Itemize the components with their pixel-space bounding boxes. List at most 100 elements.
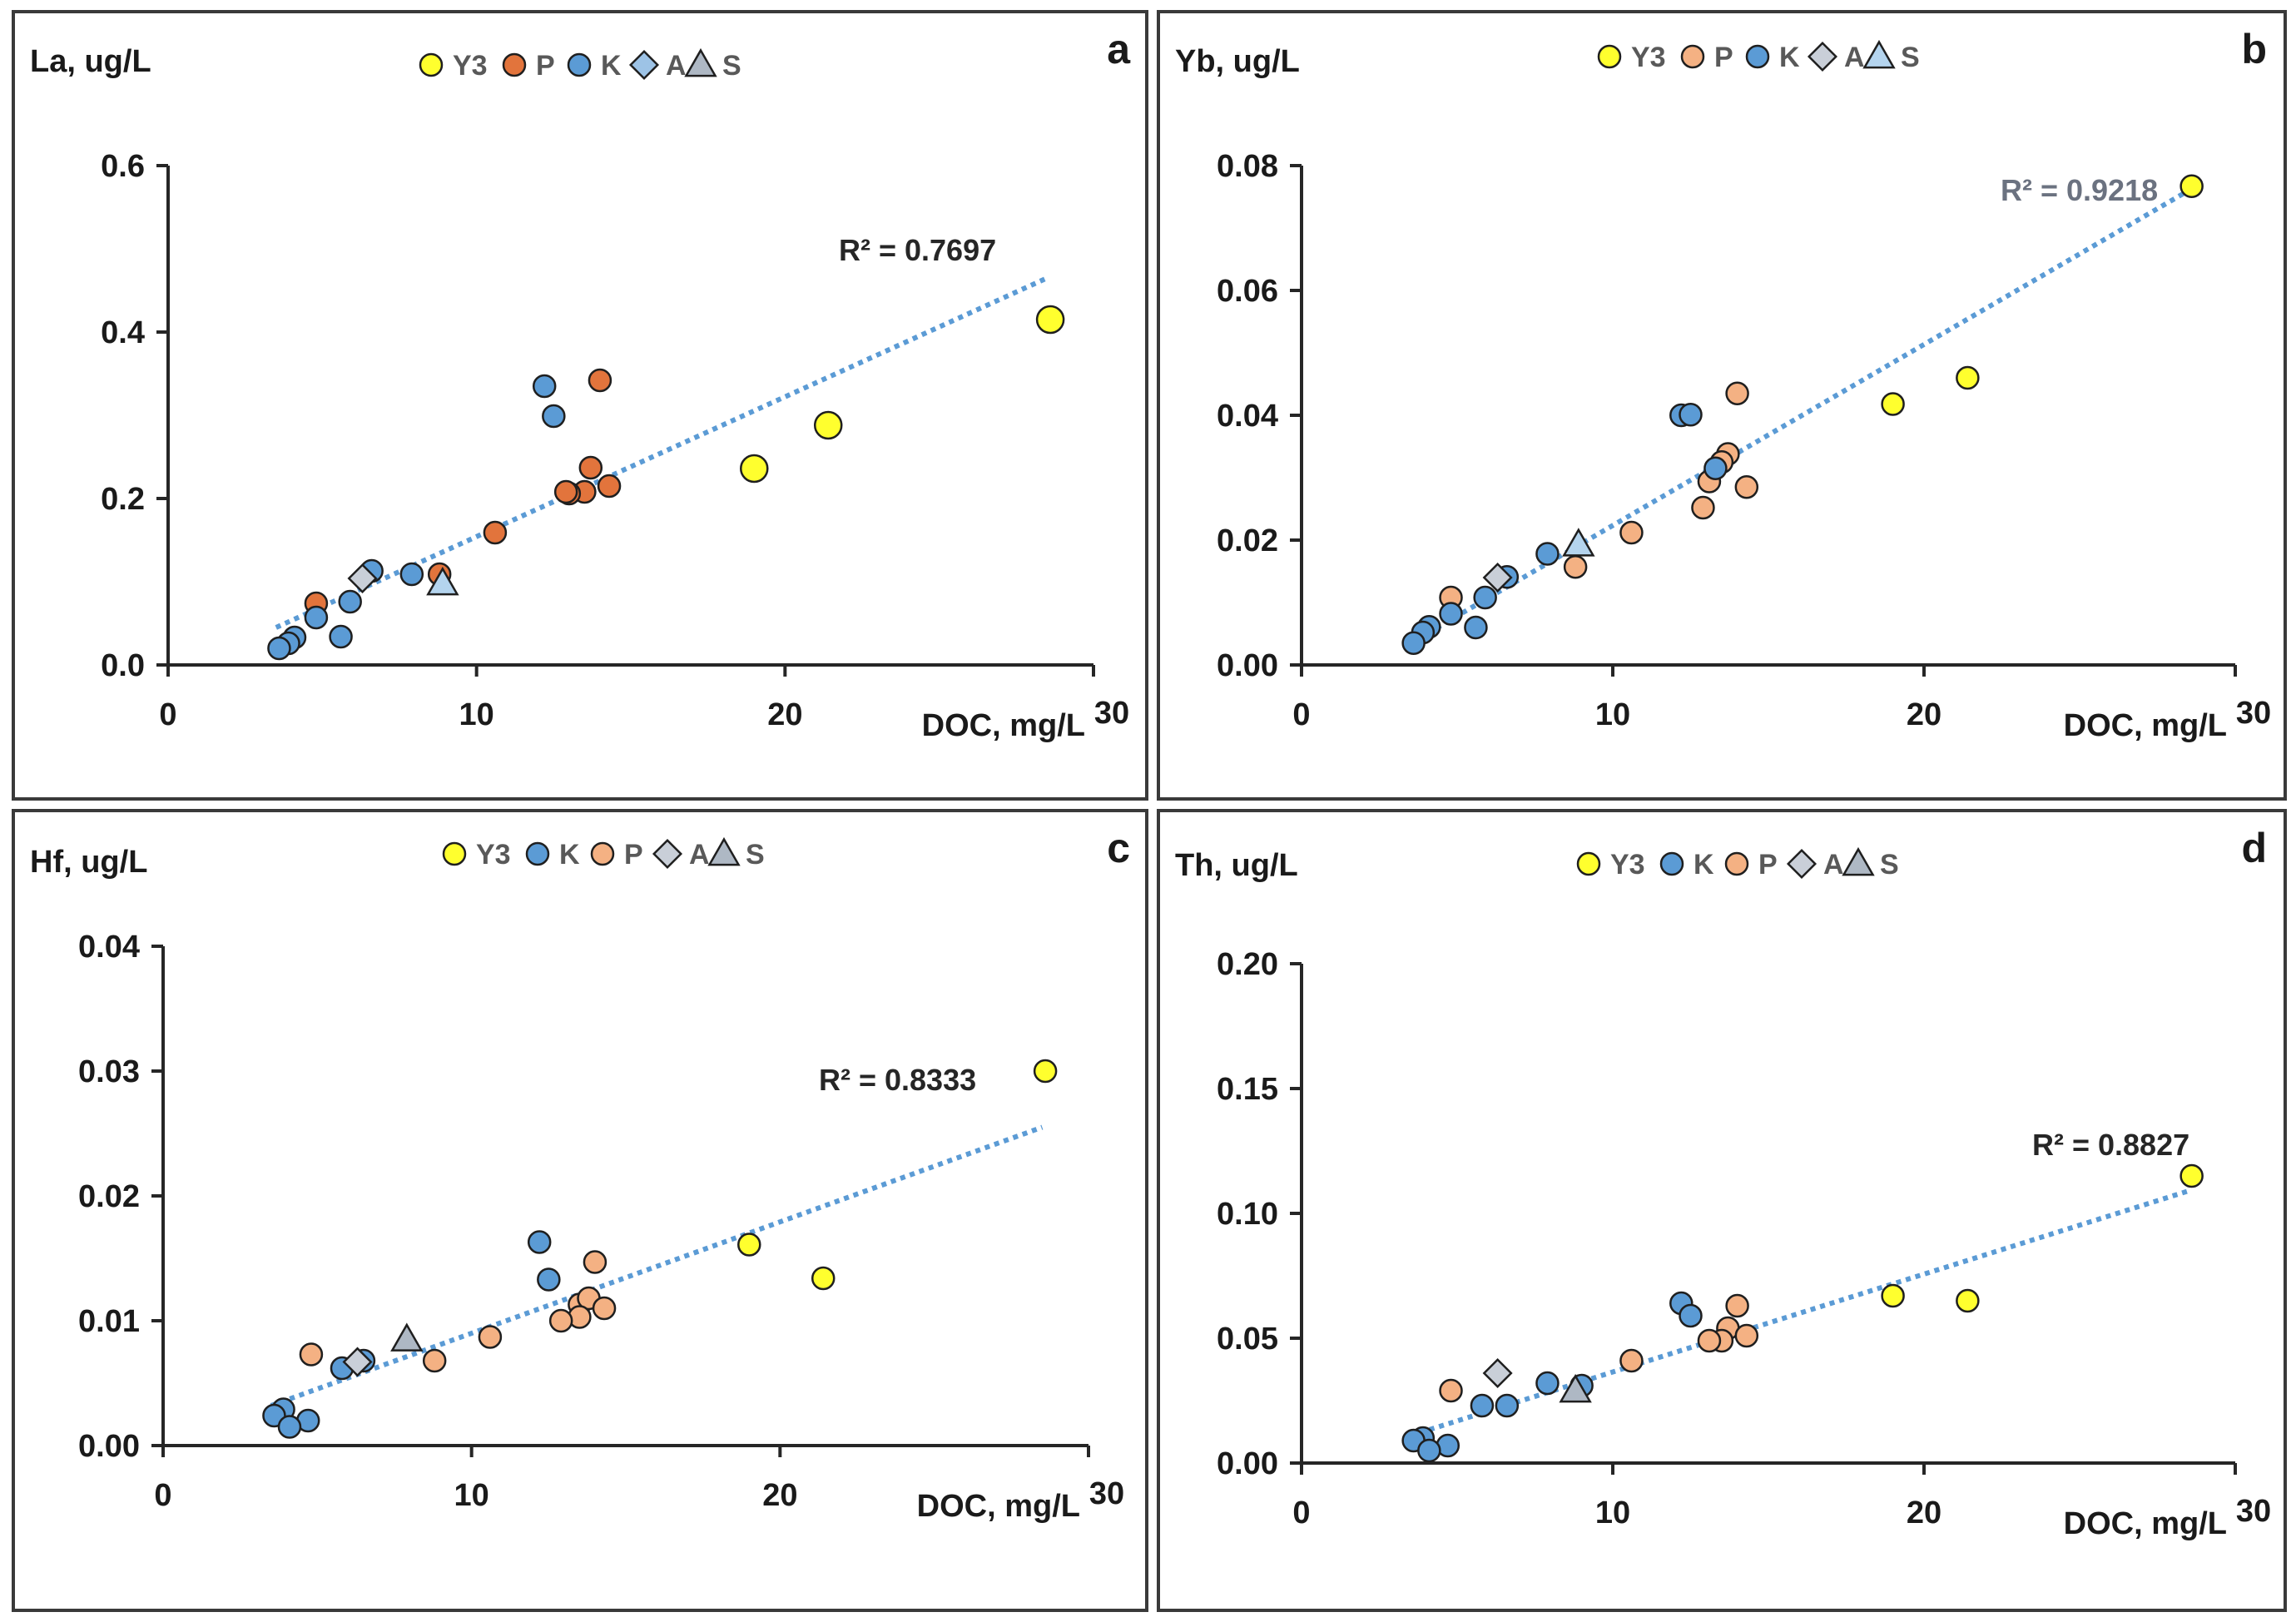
panel-letter: b [2241,26,2267,72]
y-tick-label: 0.04 [1217,399,1278,434]
legend-marker [1745,44,1770,69]
data-point-a [347,563,378,594]
data-point-s [1562,528,1595,557]
x-tick-label: 10 [1595,697,1630,732]
legend-marker [684,47,717,77]
y-tick-label: 0.00 [1217,648,1278,683]
legend-marker [525,841,550,866]
x-axis-label: DOC, mg/L [917,1489,1080,1524]
legend-marker [1597,44,1622,69]
data-point-k [329,624,353,649]
legend-label: P [624,839,643,871]
legend-marker [707,836,741,866]
data-point-k [1703,456,1728,480]
data-point-p [1619,520,1644,545]
scatter-chart-d: 0.00 0.05 0.10 0.15 0.20 0 10 20 30 Th, ug/L DOC, … [1175,825,2271,1541]
data-point-k [537,1267,561,1292]
x-tick-label: 0 [1292,697,1310,732]
y-axis-label: La, ug/L [30,44,151,79]
scatter-chart-a: 0.0 0.2 0.4 0.6 0 10 20 30 La, ug/L DOC, mg/L a Y3 P… [30,26,1131,743]
data-point-p [422,1348,447,1373]
data-point-y3 [2179,1163,2204,1188]
data-point-p [299,1342,324,1367]
data-point-y3 [737,1233,761,1257]
data-point-k [338,589,362,614]
x-tick-label: 30 [2236,696,2271,731]
data-point-y3 [811,1266,836,1291]
trendline [275,275,1049,630]
x-tick-label: 20 [1907,1496,1941,1530]
data-point-y3 [740,454,769,484]
data-point-p [588,368,612,393]
legend-label: K [1693,849,1714,880]
data-point-k [1470,1393,1495,1418]
data-point-p [1734,1323,1759,1348]
legend-marker [442,841,467,866]
x-tick-label: 0 [154,1478,171,1513]
legend-label: A [666,50,687,82]
data-point-k [1401,631,1426,655]
data-point-p [1697,1328,1722,1353]
y-tick-label: 0.20 [1217,947,1278,982]
data-point-y3 [1956,365,1980,390]
data-point-k [532,374,557,399]
data-point-p [478,1325,503,1349]
panel-letter: a [1107,26,1131,72]
legend-marker [1680,44,1705,69]
x-tick-label: 30 [2236,1494,2271,1529]
data-point-k [277,1415,302,1439]
data-point-a [1482,562,1513,593]
data-point-k [1473,585,1497,610]
legend-label: Y3 [1631,42,1666,73]
data-point-p [597,474,622,499]
data-point-s [390,1322,424,1352]
data-point-p [1619,1348,1644,1373]
y-tick-label: 0.00 [78,1429,140,1464]
x-tick-label: 20 [767,697,802,732]
legend-marker [628,49,660,81]
legend-label: Y3 [476,839,511,871]
data-point-k [1679,1303,1703,1328]
legend-label: K [559,839,580,871]
legend-label: Y3 [1610,849,1645,880]
data-point-p [592,1296,617,1321]
scatter-chart-b: 0.00 0.02 0.04 0.06 0.08 0 10 20 30 Yb, ug/L DOC, … [1175,26,2271,743]
x-tick-label: 20 [762,1478,797,1513]
x-tick-label: 10 [1595,1496,1630,1530]
data-point-k [1535,1371,1560,1396]
legend-marker [419,52,444,77]
chart-panel-d: 0.00 0.05 0.10 0.15 0.20 0 10 20 30 Th, ug/L DOC, … [1157,809,2287,1612]
data-point-y3 [813,410,843,440]
y-tick-label: 0.0 [101,648,145,683]
x-axis-label: DOC, mg/L [2064,708,2227,743]
legend-label: P [1714,42,1733,73]
data-point-p [1439,1378,1463,1403]
y-tick-label: 0.01 [78,1304,140,1339]
data-point-y3 [1033,1059,1058,1084]
y-tick-label: 0.04 [78,930,140,965]
data-point-p [1725,381,1749,405]
data-point-p [583,1250,607,1274]
trendline [1409,188,2190,646]
y-tick-label: 0.6 [101,149,145,184]
data-point-y3 [1881,392,1905,416]
data-point-k [304,605,329,630]
data-point-p [553,479,578,504]
data-point-k [399,562,424,587]
x-axis-label: DOC, mg/L [922,708,1085,743]
y-tick-label: 0.03 [78,1054,140,1089]
legend-label: S [746,839,765,871]
scatter-chart-c: 0.00 0.01 0.02 0.03 0.04 0 10 20 30 Hf, ug/L DOC, … [30,825,1130,1524]
y-tick-label: 0.05 [1217,1322,1278,1357]
legend-label: K [601,50,622,82]
data-point-p [578,455,603,480]
legend-marker [1807,41,1838,72]
data-point-k [527,1230,552,1254]
legend-label: Y3 [453,50,488,82]
data-point-a [1482,1357,1513,1389]
legend-label: P [536,50,555,82]
r-squared-label: R² = 0.7697 [839,233,996,267]
legend-label: S [722,50,741,82]
legend-marker [590,841,615,866]
legend-marker [1842,846,1875,876]
